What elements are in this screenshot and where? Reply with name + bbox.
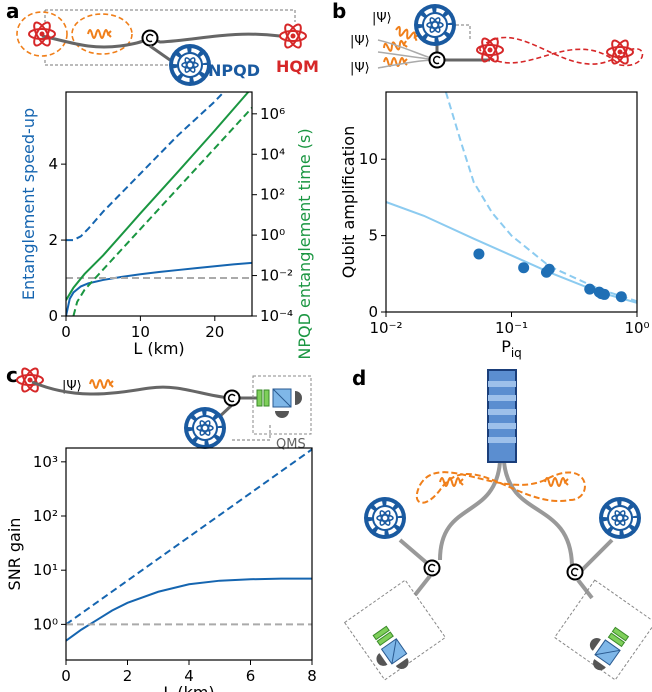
y-axis-label: SNR gain (5, 518, 24, 591)
y-tick-label: 2 (48, 231, 58, 249)
data-point (616, 291, 627, 302)
x-tick-label: 20 (205, 323, 224, 341)
psi-label: |Ψ⟩ (372, 11, 392, 26)
x-tick-label: 0 (61, 323, 71, 341)
sketch-b: |Ψ⟩ |Ψ⟩ |Ψ⟩ (350, 4, 643, 76)
x-axis-label: L (km) (133, 339, 184, 358)
y2-tick-label: 10⁻⁴ (260, 307, 293, 325)
npqd-label: NPQD (208, 61, 260, 80)
y-tick-label: 10 (359, 150, 378, 168)
sketch-c: |Ψ⟩ QMS (17, 366, 311, 452)
y-tick-label: 10¹ (33, 561, 58, 579)
x-tick-label: 10⁻² (369, 319, 402, 337)
data-point (518, 262, 529, 273)
line-series (66, 579, 312, 641)
x-tick-label: 10⁰ (624, 319, 649, 337)
x-axis-label: Piq (501, 337, 522, 360)
line-series (66, 92, 248, 300)
y2-tick-label: 10⁰ (260, 226, 285, 244)
panel-label: a (6, 0, 20, 23)
y2-tick-label: 10⁻² (260, 267, 293, 285)
x-tick-label: 8 (307, 667, 317, 685)
line-series (66, 449, 312, 624)
y-tick-label: 4 (48, 155, 58, 173)
psi-label: |Ψ⟩ (350, 34, 370, 49)
x-tick-label: 6 (246, 667, 256, 685)
series-group (386, 92, 637, 303)
y-axis-label: Entanglement speed-up (19, 108, 38, 300)
axes-frame (386, 92, 637, 312)
line-series (66, 263, 252, 316)
y-tick-label: 0 (48, 307, 58, 325)
diagram-d (345, 370, 652, 682)
y-tick-label: 10² (33, 507, 58, 525)
series-group (66, 449, 312, 640)
figure: a b c d NPQD HQM |Ψ⟩ |Ψ⟩ |Ψ⟩ (0, 0, 652, 692)
x-tick-label: 2 (123, 667, 133, 685)
y-tick-label: 10³ (33, 453, 58, 471)
line-series (66, 92, 224, 240)
y2-tick-label: 10² (260, 186, 285, 204)
y2-tick-label: 10⁶ (260, 105, 285, 123)
y2-tick-label: 10⁴ (260, 145, 285, 163)
x-tick-label: 0 (61, 667, 71, 685)
axes-frame (66, 448, 312, 660)
x-axis-label: L (km) (163, 683, 214, 692)
panel-label: d (352, 366, 366, 390)
sketch-a: NPQD HQM (17, 10, 319, 86)
psi-label: |Ψ⟩ (350, 61, 370, 76)
data-point (599, 289, 610, 300)
y-tick-label: 0 (368, 303, 378, 321)
plot: 0246810⁰10¹10²10³L (km)SNR gain (5, 448, 317, 692)
qms-label: QMS (276, 437, 306, 452)
plot: 10⁻² 10⁻¹ 10⁰ 0 5 10 Piq Qubit amplification (339, 92, 650, 360)
y-tick-label: 10⁰ (33, 615, 58, 633)
data-point (584, 284, 595, 295)
hqm-label: HQM (276, 57, 319, 76)
series-group (66, 92, 252, 316)
line-series (446, 92, 637, 301)
x-tick-label: 10⁻¹ (495, 319, 528, 337)
x-axis-label-main: P (501, 337, 511, 356)
line-series (73, 108, 252, 316)
y-tick-label: 5 (368, 227, 378, 245)
panel-label: c (6, 363, 18, 387)
panel-label: b (332, 0, 346, 23)
x-axis-label-sub: iq (511, 346, 522, 360)
data-point (544, 264, 555, 275)
y-axis-label: Qubit amplification (339, 126, 358, 278)
data-point (473, 248, 484, 259)
y2-axis-label: NPQD entanglement time (s) (295, 128, 314, 359)
